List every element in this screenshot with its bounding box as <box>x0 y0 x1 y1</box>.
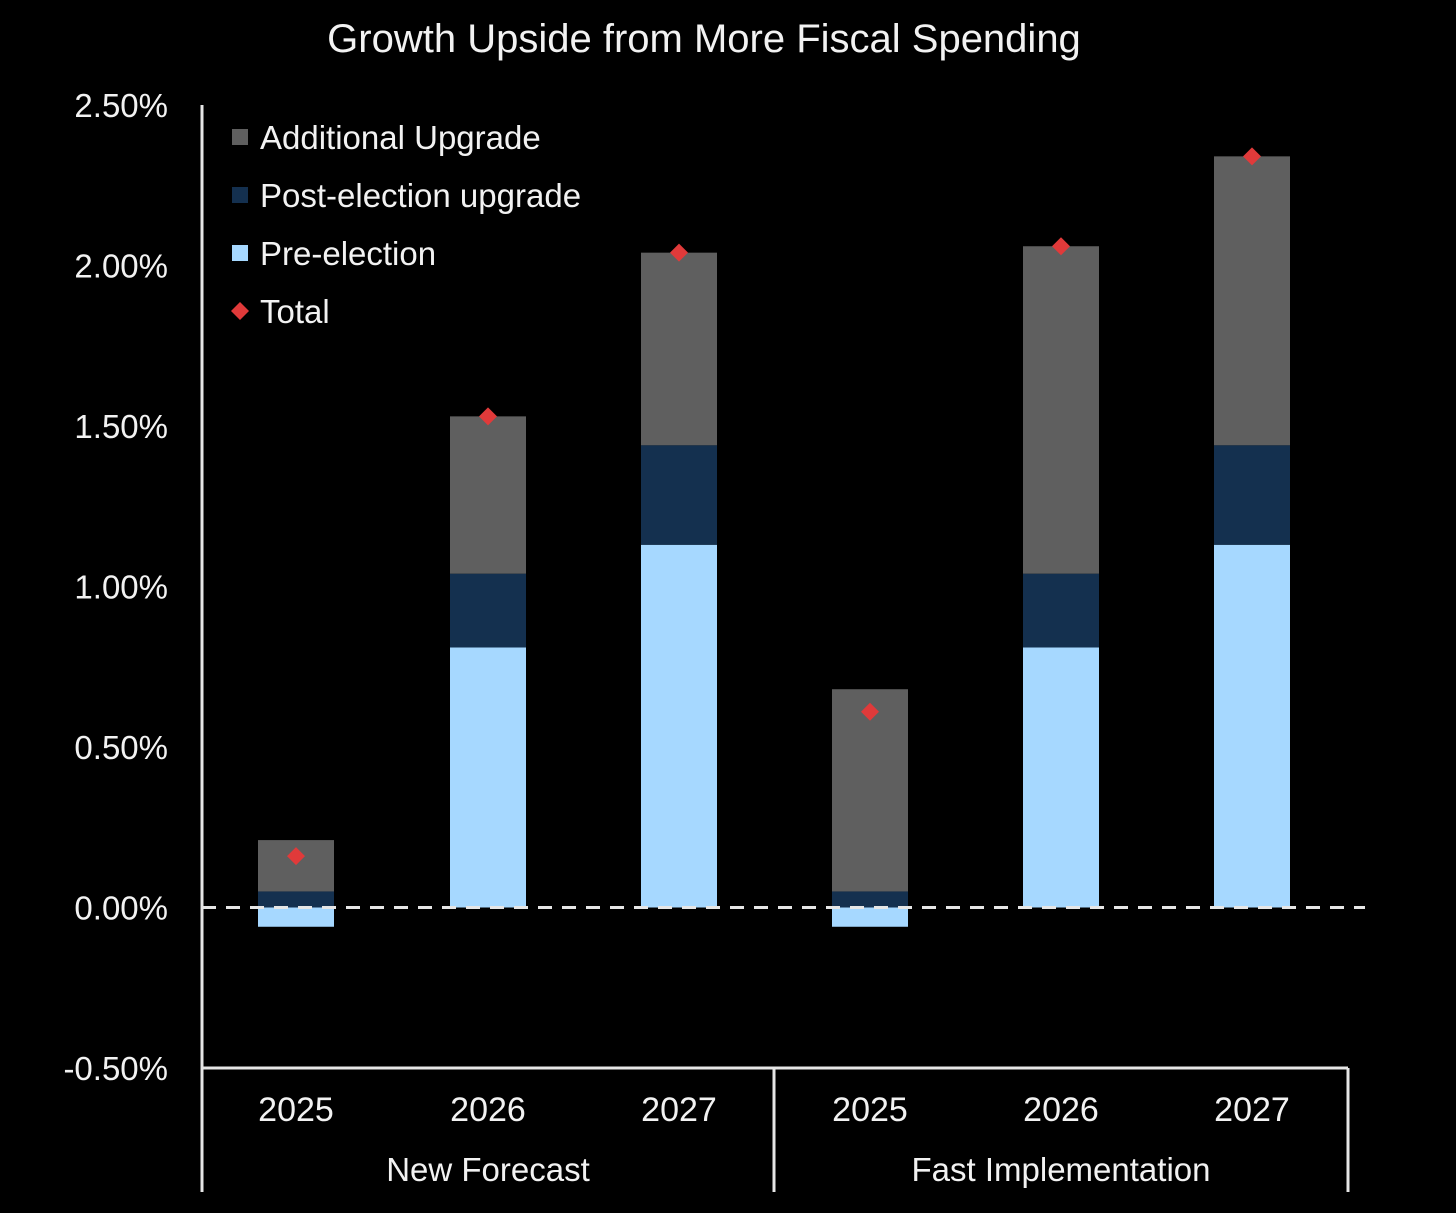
axes-layer: -0.50% 0.00% 0.50% 1.00% 1.50% 2.00% 2.50% 2025… <box>63 87 1365 1192</box>
bars-layer <box>258 156 1290 927</box>
bar-post-election-upgrade-5 <box>1023 573 1099 648</box>
total-marker-6 <box>1243 147 1261 166</box>
y-tick-label: 2.50% <box>74 87 168 124</box>
bar-post-election-upgrade-6 <box>1214 445 1290 545</box>
x-tick-label: 2027 <box>641 1091 717 1129</box>
bar-pre-election-6 <box>1214 544 1290 908</box>
y-tick-label: 1.50% <box>74 408 168 445</box>
y-tick-label: 1.00% <box>74 569 168 606</box>
x-tick-label: 2025 <box>832 1091 908 1129</box>
y-tick-label: 0.50% <box>74 729 168 766</box>
bar-additional-upgrade-3 <box>641 252 717 446</box>
bar-pre-election-2 <box>450 647 526 908</box>
legend-swatch-additional-upgrade <box>232 129 248 145</box>
y-tick-label: -0.50% <box>63 1050 168 1087</box>
bar-post-election-upgrade-3 <box>641 445 717 545</box>
bar-additional-upgrade-4 <box>832 689 908 892</box>
bar-post-election-upgrade-2 <box>450 573 526 648</box>
legend-swatch-total <box>231 302 249 320</box>
bar-additional-upgrade-5 <box>1023 246 1099 574</box>
total-marker-3 <box>670 243 688 262</box>
legend: Additional Upgrade Post-election upgrade P… <box>231 119 581 330</box>
y-tick-label: 2.00% <box>74 248 168 285</box>
bar-pre-election-5 <box>1023 647 1099 908</box>
legend-label-post-election-upgrade: Post-election upgrade <box>260 177 581 214</box>
total-marker-5 <box>1052 237 1070 256</box>
x-tick-label: 2026 <box>1023 1091 1099 1129</box>
x-tick-label: 2026 <box>450 1091 526 1129</box>
legend-label-total: Total <box>260 293 330 330</box>
legend-swatch-pre-election <box>232 245 248 261</box>
total-marker-1 <box>287 847 305 866</box>
bar-post-election-upgrade-1 <box>258 891 334 908</box>
group-label: New Forecast <box>386 1151 590 1188</box>
total-marker-4 <box>861 702 879 721</box>
total-marker-2 <box>479 407 497 426</box>
legend-label-additional-upgrade: Additional Upgrade <box>260 119 541 156</box>
bar-additional-upgrade-2 <box>450 416 526 574</box>
bar-pre-election-4 <box>832 907 908 927</box>
bar-pre-election-3 <box>641 544 717 908</box>
x-tick-label: 2025 <box>258 1091 334 1129</box>
legend-swatch-post-election-upgrade <box>232 187 248 203</box>
chart-title: Growth Upside from More Fiscal Spending <box>327 17 1081 61</box>
bar-pre-election-1 <box>258 907 334 927</box>
group-label: Fast Implementation <box>912 1151 1211 1188</box>
markers-layer <box>287 147 1261 866</box>
x-tick-label: 2027 <box>1214 1091 1290 1129</box>
bar-additional-upgrade-6 <box>1214 156 1290 446</box>
y-tick-label: 0.00% <box>74 890 168 927</box>
bar-post-election-upgrade-4 <box>832 891 908 908</box>
legend-label-pre-election: Pre-election <box>260 235 436 272</box>
